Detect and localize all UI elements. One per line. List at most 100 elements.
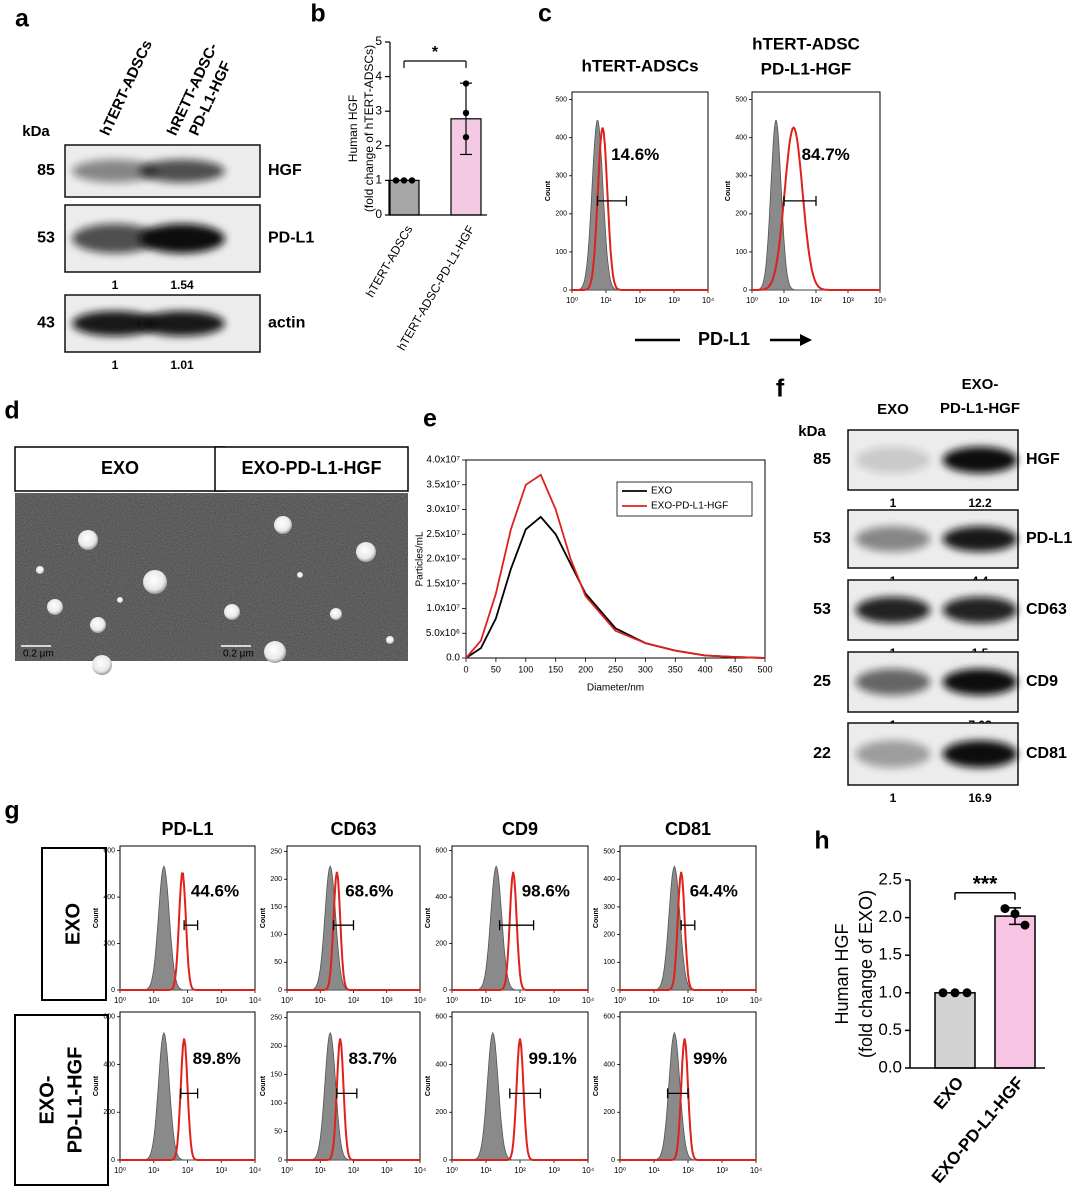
vesicle <box>36 566 44 574</box>
kda-label: 43 <box>37 315 55 332</box>
data-point <box>462 109 470 117</box>
blot-band <box>942 596 1018 624</box>
x-tick-label: 10¹ <box>648 1166 660 1175</box>
x-tick-label: 10¹ <box>480 1166 492 1175</box>
y-axis-label: Count <box>425 1075 432 1096</box>
y-tick-label: 0 <box>563 287 567 294</box>
blot-band <box>855 668 931 696</box>
y-tick-label: 200 <box>603 1109 615 1116</box>
blot-band <box>72 223 158 254</box>
x-tick-label: 0 <box>463 664 468 674</box>
vesicle <box>47 599 63 615</box>
y-tick-label: 400 <box>603 1061 615 1068</box>
y-tick-label: 600 <box>603 1014 615 1021</box>
y-tick-label: 400 <box>603 876 615 883</box>
percent-positive: 89.8% <box>193 1049 241 1068</box>
y-tick-label: 0 <box>443 987 447 994</box>
data-point <box>462 133 470 141</box>
panel-letter: h <box>814 827 829 855</box>
blot-band <box>855 740 931 768</box>
x-tick-label: 10⁴ <box>702 296 715 305</box>
y-tick-label: 50 <box>274 959 282 966</box>
y-tick-label: 200 <box>603 931 615 938</box>
x-tick-label: 10³ <box>842 296 854 305</box>
percent-positive: 83.7% <box>349 1049 397 1068</box>
y-axis-label: Count <box>425 907 432 928</box>
x-tick-label: 300 <box>638 664 653 674</box>
significance: *** <box>973 872 998 895</box>
sample-histogram <box>120 872 255 991</box>
y-tick-label: 0 <box>111 1157 115 1164</box>
y-tick-label: 250 <box>270 1015 282 1022</box>
tem-texture <box>215 493 408 661</box>
x-tick-label: 10¹ <box>148 996 160 1005</box>
y-tick-label: 200 <box>435 940 447 947</box>
sample-histogram <box>120 1038 255 1161</box>
y-axis-label: Human HGF <box>346 95 360 162</box>
x-tick-label: 10¹ <box>600 296 612 305</box>
x-tick-label: 10¹ <box>778 296 790 305</box>
x-tick-label: 10³ <box>215 996 227 1005</box>
data-point <box>1010 909 1020 919</box>
kda-label: 22 <box>813 745 831 762</box>
x-tick-label: 10⁰ <box>281 1166 293 1175</box>
y-tick-label: 300 <box>555 173 567 180</box>
x-tick-label: 10⁰ <box>446 1166 458 1175</box>
x-tick-label: 10² <box>682 996 694 1005</box>
data-point <box>408 177 416 184</box>
data-point <box>1020 920 1030 930</box>
kda-label: 25 <box>813 673 831 690</box>
x-tick-label: 10² <box>682 1166 694 1175</box>
y-tick-label: 400 <box>735 135 747 142</box>
y-axis-label: (fold change of EXO) <box>856 890 876 1058</box>
y-axis-label: Count <box>545 180 552 201</box>
x-axis-label: Diameter/nm <box>587 683 644 694</box>
x-tick-label: 450 <box>728 664 743 674</box>
y-axis-label: Count <box>93 907 100 928</box>
panel-letter: c <box>538 0 552 28</box>
y-tick-label: 400 <box>103 1061 115 1068</box>
percent-positive: 14.6% <box>611 145 659 164</box>
vesicle <box>78 530 98 550</box>
x-tick-label: 10⁰ <box>566 296 578 305</box>
y-tick-label: 0 <box>278 987 282 994</box>
kda-label: 85 <box>37 162 55 179</box>
marker-title: PD-L1 <box>161 819 213 839</box>
x-tick-label: 10⁴ <box>874 296 887 305</box>
x-tick-label: 10⁴ <box>414 1166 427 1175</box>
scale-bar-label: 0.2 µm <box>23 649 54 660</box>
y-tick-label: 5.0x10⁶ <box>426 628 460 639</box>
y-axis-label: Count <box>593 907 600 928</box>
y-tick-label: 100 <box>270 931 282 938</box>
flow-title: PD-L1-HGF <box>761 59 852 78</box>
percent-positive: 84.7% <box>802 145 850 164</box>
y-tick-label: 3 <box>375 103 382 117</box>
vesicle <box>92 655 112 675</box>
kda-label: 53 <box>813 601 831 618</box>
y-tick-label: 100 <box>603 959 615 966</box>
x-tick-label: 10⁰ <box>281 996 293 1005</box>
x-tick-label: 350 <box>668 664 683 674</box>
x-tick-label: 10² <box>348 1166 360 1175</box>
y-tick-label: 0.0 <box>878 1057 902 1076</box>
panel-letter: e <box>423 405 437 433</box>
y-axis-label: Human HGF <box>832 923 852 1024</box>
x-tick-label: 10¹ <box>314 1166 326 1175</box>
y-tick-label: 3.0x10⁷ <box>426 504 460 515</box>
x-tick-label: 10³ <box>716 996 728 1005</box>
band-quant: 16.9 <box>968 791 992 805</box>
x-tick-label: 10³ <box>668 296 680 305</box>
lane-label: EXO- <box>962 376 999 393</box>
vesicle <box>274 516 292 534</box>
data-point <box>1000 904 1010 914</box>
x-tick-label: 10⁴ <box>582 1166 595 1175</box>
vesicle <box>330 608 342 620</box>
vesicle <box>386 636 394 644</box>
y-tick-label: 4.0x10⁷ <box>426 455 460 466</box>
blot-band <box>942 526 1018 552</box>
y-axis-label: (fold change of hTERT-ADSCs) <box>362 45 376 212</box>
band-quant: 1 <box>890 496 897 510</box>
x-tick-label: 10⁴ <box>582 996 595 1005</box>
blot-band <box>942 446 1018 474</box>
